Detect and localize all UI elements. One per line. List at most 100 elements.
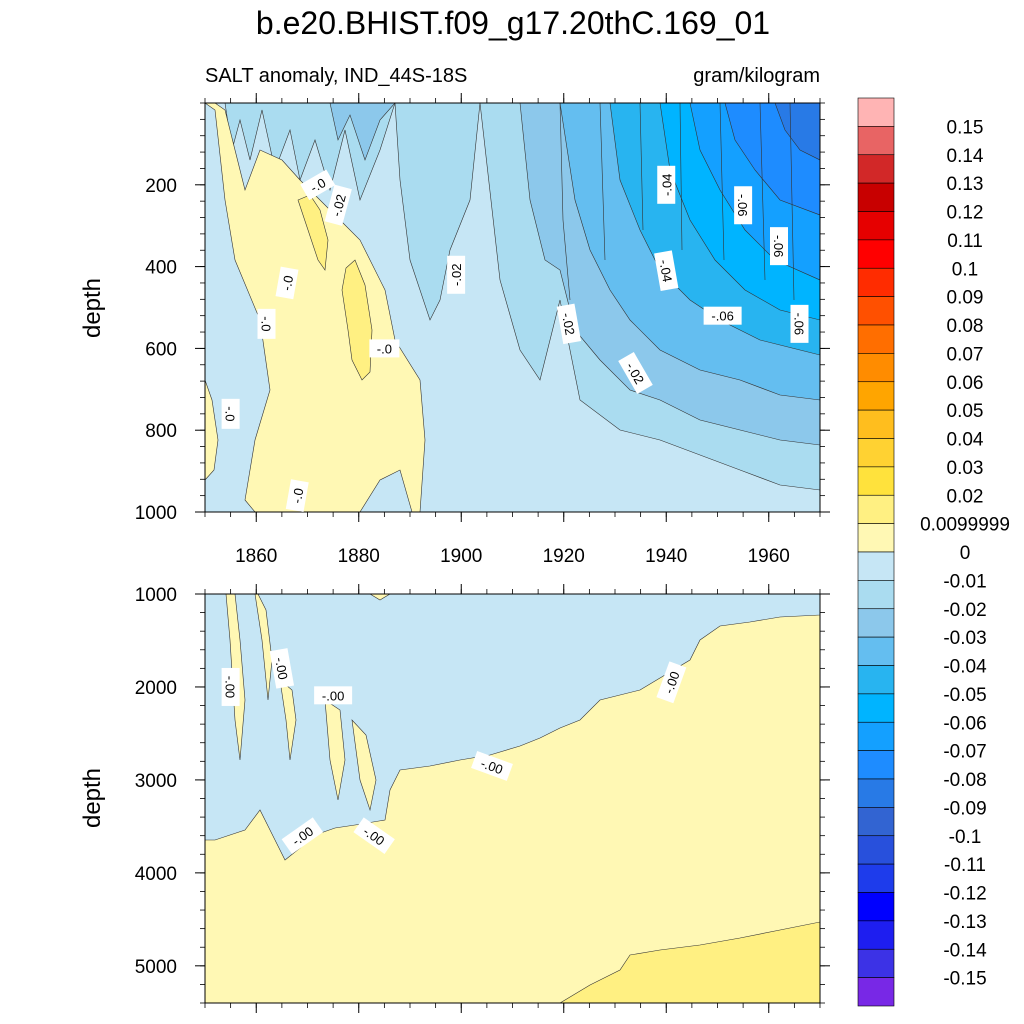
y-tick-label: 800 [145,421,177,442]
x-tick-label: 1920 [543,546,585,567]
contour-label-text: -.00 [661,669,683,695]
top-ylabel: depth [79,278,106,338]
colorbar-label: 0.04 [947,430,984,451]
contour-label-bg [657,165,676,204]
colorbar-swatch [857,324,895,354]
colorbar-label: -0.02 [943,600,986,621]
top-axes: 1860 1880 1900 1920 1940 1960 200 400 600 800 1000 [135,93,830,567]
colorbar-label: -0.12 [943,884,986,905]
colorbar-label: -0.13 [943,912,986,933]
colorbar-label: -0.07 [943,742,986,763]
colorbar-label: -0.08 [943,770,986,791]
colorbar-swatch [857,409,895,439]
top-subtitle-left: SALT anomaly, IND_44S-18S [205,65,467,87]
contour-label: -.00 [269,648,295,689]
colorbar-label: 0.08 [947,316,984,337]
colorbar-swatch [857,750,895,780]
colorbar-label: -0.05 [943,685,986,706]
contour-label-text: -.0 [308,175,329,196]
colorbar-label: 0.13 [947,174,984,195]
colorbar-swatch [857,296,895,326]
contour-label: -.0 [300,169,336,201]
contour-label-text: -.06 [792,313,807,335]
colorbar-swatch [857,523,895,553]
colorbar-swatch [857,977,895,1007]
contour-label-text: -.04 [659,174,674,196]
x-tick-label: 1940 [645,546,687,567]
contour-label-text: -.02 [559,312,578,337]
top-contour-labels: -.0-.02-.0-.0-.02-.0-.0-.0-.04-.06-.06-.… [221,165,809,512]
colorbar-label: 0.1 [952,259,978,280]
contour-label-text: -.0 [279,274,296,292]
contour-label: -.00 [471,751,513,781]
colorbar-swatch [857,636,895,666]
colorbar-swatch [857,239,895,269]
colorbar-label: 0.15 [947,117,984,138]
colorbar-swatch [857,126,895,156]
contour-label-bg [285,479,309,512]
colorbar-swatch [857,892,895,922]
contour-label: -.0 [285,479,309,512]
colorbar-label: -0.09 [943,798,986,819]
contour-label-text: -.06 [711,309,733,324]
colorbar-swatch [857,920,895,950]
y-tick-label: 4000 [135,864,177,885]
contour-label-text: -.00 [223,676,238,698]
colorbar-label: 0.11 [947,231,983,252]
colorbar-label: -0.14 [943,940,987,961]
contour-label: -.00 [314,686,353,705]
contour-label-bg [221,667,240,706]
contour-label: -.06 [770,227,788,266]
colorbar-swatch [857,494,895,524]
colorbar-label: 0.07 [947,344,984,365]
top-subtitle-right: gram/kilogram [693,65,820,87]
contour-label-bg [654,250,679,291]
colorbar-swatch [857,863,895,893]
contour-label-text: -.06 [735,194,750,216]
y-tick-label: 1000 [135,585,177,606]
contour-label: -.0 [257,308,276,339]
contour-label: -.02 [556,303,582,345]
colorbar-label: -0.06 [943,713,986,734]
colorbar-swatch [857,211,895,241]
colorbar-label: -0.03 [943,628,986,649]
contour-label-text: -.00 [272,656,291,681]
y-tick-label: 5000 [135,957,177,978]
contour-label-bg [734,186,753,225]
contour-label: -.06 [703,306,742,325]
colorbar-swatch [857,665,895,695]
colorbar-label: 0.02 [947,486,984,507]
y-tick-label: 400 [145,258,177,279]
colorbar-swatch [857,353,895,383]
contour-label-text: -.04 [656,258,675,283]
contour-label-text: -.00 [322,688,344,703]
contour-label-bg [257,308,276,339]
contour-label: -.04 [654,250,679,291]
contour-label-bg [269,648,295,689]
contour-label: -.06 [790,304,809,343]
contour-label: -.02 [447,255,466,294]
contour-label-text: -.02 [449,264,464,286]
colorbar-label: -0.1 [949,827,982,848]
contour-label-bg [324,184,352,226]
colorbar-label: -0.01 [943,571,986,592]
contour-label: -.0 [275,266,299,300]
bottom-panel-field [205,594,820,1003]
contour-label-text: -.0 [223,406,238,421]
colorbar-label: -0.11 [944,855,986,876]
contour-label: -.02 [324,184,352,226]
x-tick-label: 1880 [338,546,380,567]
contour-label-bg [314,686,353,705]
colorbar-label: 0.0099999 [920,515,1010,536]
contour-label-text: -.0 [259,316,274,331]
x-tick-label: 1860 [235,546,277,567]
colorbar-label: 0.03 [947,458,984,479]
x-tick-label: 1900 [440,546,482,567]
chart-title: b.e20.BHIST.f09_g17.20thC.169_01 [256,5,770,41]
colorbar-label: 0 [960,543,971,564]
contour-label-bg [369,339,400,358]
contour-label-bg [656,661,687,704]
colorbar-swatch [857,721,895,751]
colorbar-label: 0.06 [947,373,984,394]
